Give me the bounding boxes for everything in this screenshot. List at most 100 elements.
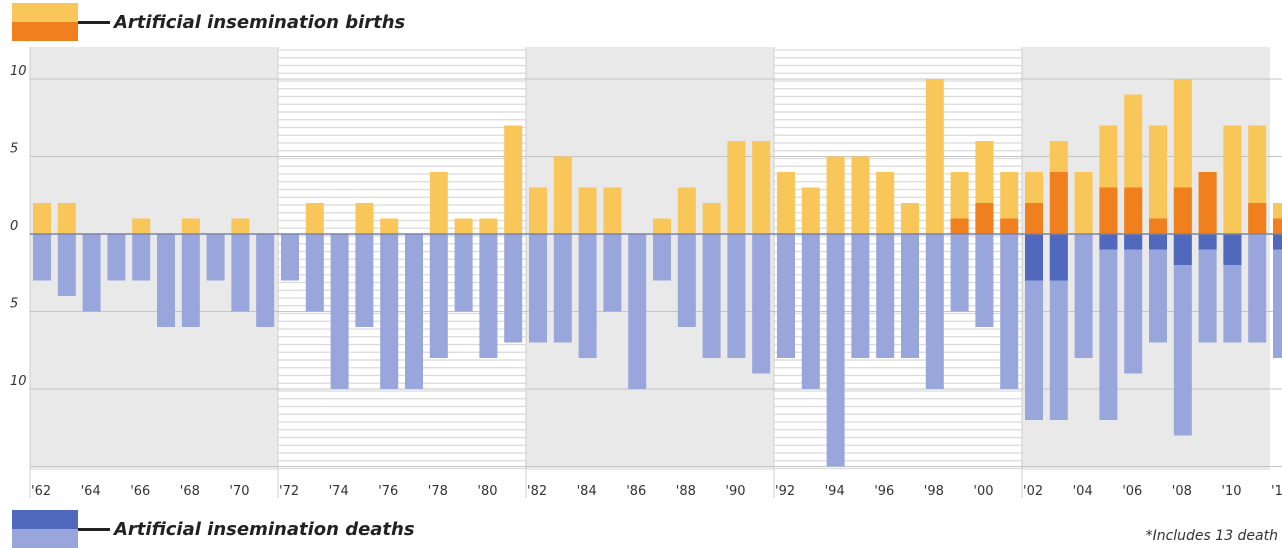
- births-dark-bar-2002: [1025, 203, 1043, 234]
- y-tick-label: 10: [10, 64, 27, 79]
- deaths-bar-1975: [355, 234, 374, 327]
- deaths-bar-1994: [826, 234, 845, 467]
- births-legend-swatch: [12, 3, 78, 41]
- births-bar-2004: [1074, 172, 1093, 234]
- x-tick-label: '96: [874, 484, 894, 499]
- births-bar-1970: [231, 218, 250, 234]
- x-tick-label: '12: [1271, 484, 1282, 499]
- x-tick-label: '82: [527, 484, 547, 499]
- births-bar-1996: [876, 172, 895, 234]
- footnote: *Includes 13 death: [1145, 528, 1278, 544]
- deaths-bar-1991: [752, 234, 771, 374]
- x-tick-label: '72: [279, 484, 299, 499]
- deaths-bar-2012: [1273, 234, 1282, 358]
- deaths-dark-bar-2005: [1099, 234, 1118, 250]
- x-tick-label: '64: [81, 484, 101, 499]
- births-bar-1998: [925, 79, 944, 234]
- deaths-dark-bar-2008: [1173, 234, 1192, 265]
- deaths-bar-1972: [281, 234, 299, 281]
- deaths-bar-2007: [1149, 234, 1167, 343]
- deaths-bar-1995: [851, 234, 870, 358]
- y-tick-label: 5: [10, 142, 18, 157]
- deaths-bar-2006: [1124, 234, 1143, 374]
- deaths-bar-1973: [305, 234, 324, 312]
- births-bar-1993: [801, 187, 820, 234]
- deaths-bar-1974: [330, 234, 349, 389]
- births-bar-1962: [33, 203, 51, 234]
- deaths-bar-1967: [157, 234, 175, 327]
- deaths-bar-1997: [901, 234, 919, 358]
- births-bar-1978: [429, 172, 448, 234]
- deaths-bar-1968: [181, 234, 200, 327]
- births-bar-1989: [702, 203, 721, 234]
- deaths-bar-1977: [405, 234, 423, 389]
- births-bar-1987: [653, 218, 671, 234]
- deaths-legend-swatch: [12, 510, 78, 548]
- births-bar-1992: [777, 172, 795, 234]
- deaths-bar-2008: [1173, 234, 1192, 436]
- births-bar-1995: [851, 156, 870, 234]
- deaths-bar-1965: [107, 234, 126, 281]
- deaths-bar-1964: [82, 234, 101, 312]
- deaths-bar-1976: [380, 234, 399, 389]
- births-bar-2010: [1223, 125, 1242, 234]
- births-bar-1983: [553, 156, 572, 234]
- x-tick-label: '92: [775, 484, 795, 499]
- deaths-bar-1971: [256, 234, 275, 327]
- deaths-bar-1987: [653, 234, 671, 281]
- deaths-dark-bar-2007: [1149, 234, 1167, 250]
- x-tick-label: '78: [428, 484, 448, 499]
- deaths-bar-1996: [876, 234, 895, 358]
- births-legend: Artificial insemination births: [12, 3, 405, 41]
- x-tick-label: '90: [725, 484, 745, 499]
- deaths-bar-1986: [628, 234, 647, 389]
- deaths-bar-1979: [454, 234, 473, 312]
- births-dark-bar-2005: [1099, 187, 1118, 234]
- births-bar-1997: [901, 203, 919, 234]
- deaths-bar-1966: [132, 234, 151, 281]
- x-tick-label: '86: [626, 484, 646, 499]
- births-bar-1994: [826, 156, 845, 234]
- y-tick-label: 0: [10, 219, 18, 234]
- births-dark-bar-2011: [1248, 203, 1267, 234]
- births-dark-bar-2001: [1000, 218, 1019, 234]
- births-bar-1975: [355, 203, 374, 234]
- births-bar-1976: [380, 218, 399, 234]
- deaths-bar-2005: [1099, 234, 1118, 420]
- births-dark-bar-1999: [950, 218, 969, 234]
- deaths-bar-1990: [727, 234, 746, 358]
- births-bar-1984: [578, 187, 597, 234]
- births-dark-bar-2000: [975, 203, 994, 234]
- x-tick-label: '94: [825, 484, 845, 499]
- births-legend-leader: [78, 20, 110, 24]
- x-tick-label: '04: [1073, 484, 1093, 499]
- x-tick-label: '80: [477, 484, 497, 499]
- x-tick-label: '02: [1023, 484, 1043, 499]
- deaths-bar-1978: [429, 234, 448, 358]
- births-dark-bar-2007: [1149, 218, 1167, 234]
- deaths-legend-label: Artificial insemination deaths: [114, 518, 415, 540]
- deaths-light-swatch: [12, 529, 78, 548]
- y-tick-label: 10: [10, 374, 27, 389]
- births-dark-bar-2003: [1049, 172, 1068, 234]
- deaths-bar-2001: [1000, 234, 1019, 389]
- births-bar-1973: [305, 203, 324, 234]
- births-bar-1963: [57, 203, 76, 234]
- x-tick-label: '08: [1172, 484, 1192, 499]
- deaths-bar-1998: [925, 234, 944, 389]
- deaths-bar-1981: [504, 234, 523, 343]
- x-tick-label: '98: [924, 484, 944, 499]
- x-tick-label: '06: [1122, 484, 1142, 499]
- births-bar-1968: [181, 218, 200, 234]
- deaths-bar-1985: [603, 234, 622, 312]
- deaths-bar-1984: [578, 234, 597, 358]
- x-tick-label: '10: [1221, 484, 1241, 499]
- deaths-dark-bar-2002: [1025, 234, 1043, 281]
- deaths-bar-1980: [479, 234, 498, 358]
- y-tick-label: 5: [10, 297, 18, 312]
- births-bar-1990: [727, 141, 746, 234]
- x-tick-label: '68: [180, 484, 200, 499]
- deaths-bar-2004: [1074, 234, 1093, 358]
- deaths-bar-1969: [206, 234, 225, 281]
- births-light-swatch: [12, 3, 78, 22]
